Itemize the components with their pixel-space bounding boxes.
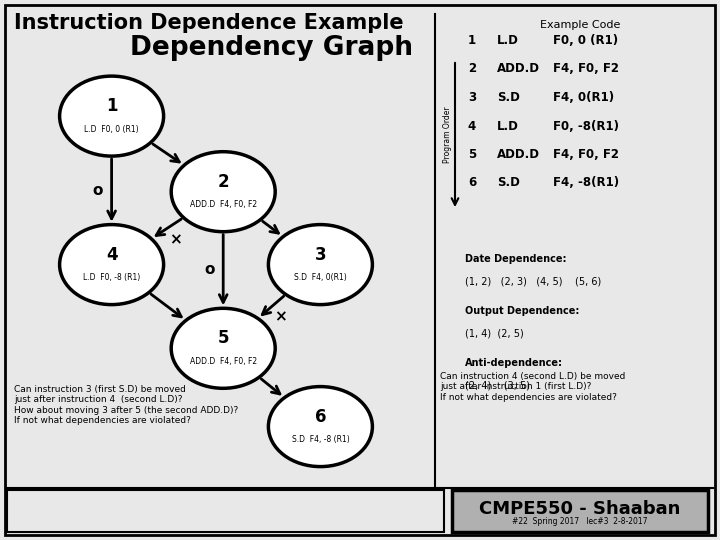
Text: 4: 4 <box>468 119 476 132</box>
Text: (1, 4)  (2, 5): (1, 4) (2, 5) <box>465 328 523 338</box>
Text: 5: 5 <box>217 329 229 347</box>
Ellipse shape <box>60 225 163 305</box>
Text: What happens if we rename F0 to F6  and  F4 to F8 in instructions 4, 5, 6?: What happens if we rename F0 to F6 and F… <box>12 503 348 512</box>
Text: 6: 6 <box>315 408 326 426</box>
Text: F4, -8(R1): F4, -8(R1) <box>553 177 619 190</box>
Text: F0, 0 (R1): F0, 0 (R1) <box>553 34 618 47</box>
Text: 6: 6 <box>468 177 476 190</box>
Text: ADD.D: ADD.D <box>497 63 540 76</box>
Text: 2: 2 <box>217 173 229 191</box>
Text: ADD.D  F4, F0, F2: ADD.D F4, F0, F2 <box>189 357 257 366</box>
Text: S.D: S.D <box>497 91 520 104</box>
Text: ADD.D: ADD.D <box>497 148 540 161</box>
Text: F4, F0, F2: F4, F0, F2 <box>553 148 619 161</box>
Text: Example Code: Example Code <box>540 20 620 30</box>
Text: Can instruction 3 (first S.D) be moved
just after instruction 4  (second L.D)?
H: Can instruction 3 (first S.D) be moved j… <box>14 385 238 425</box>
Text: L.D: L.D <box>497 119 519 132</box>
Text: S.D  F4, 0(R1): S.D F4, 0(R1) <box>294 273 347 282</box>
Text: L.D  F0, -8 (R1): L.D F0, -8 (R1) <box>83 273 140 282</box>
FancyBboxPatch shape <box>452 490 708 532</box>
Text: F0, -8(R1): F0, -8(R1) <box>553 119 619 132</box>
Text: (1, 2)   (2, 3)   (4, 5)    (5, 6): (1, 2) (2, 3) (4, 5) (5, 6) <box>465 276 601 286</box>
Text: 4: 4 <box>106 246 117 264</box>
Text: Dependency Graph: Dependency Graph <box>130 35 413 61</box>
Text: ADD.D  F4, F0, F2: ADD.D F4, F0, F2 <box>189 200 257 209</box>
Text: F4, 0(R1): F4, 0(R1) <box>553 91 614 104</box>
FancyBboxPatch shape <box>7 490 444 532</box>
Ellipse shape <box>269 225 372 305</box>
Text: 1: 1 <box>106 97 117 115</box>
Text: ×: × <box>274 309 287 325</box>
Text: 5: 5 <box>468 148 476 161</box>
Text: S.D: S.D <box>497 177 520 190</box>
Text: S.D  F4, -8 (R1): S.D F4, -8 (R1) <box>292 435 349 444</box>
Ellipse shape <box>269 387 372 467</box>
Text: L.D: L.D <box>497 34 519 47</box>
Text: L.D  F0, 0 (R1): L.D F0, 0 (R1) <box>84 125 139 133</box>
Text: Can instruction 4 (second L.D) be moved
just after instruction 1 (first L.D)?
If: Can instruction 4 (second L.D) be moved … <box>440 372 626 402</box>
Text: 1: 1 <box>468 34 476 47</box>
Text: 3: 3 <box>468 91 476 104</box>
Text: Output Dependence:: Output Dependence: <box>465 306 580 316</box>
Text: #22  Spring 2017   lec#3  2-8-2017: #22 Spring 2017 lec#3 2-8-2017 <box>512 517 648 526</box>
Ellipse shape <box>171 308 275 388</box>
Text: 3: 3 <box>315 246 326 264</box>
Text: o: o <box>92 183 103 198</box>
Text: F4, F0, F2: F4, F0, F2 <box>553 63 619 76</box>
Text: o: o <box>204 262 215 278</box>
Text: Anti-dependence:: Anti-dependence: <box>465 358 563 368</box>
Text: (2, 4)    (3, 5): (2, 4) (3, 5) <box>465 380 530 390</box>
Text: 2: 2 <box>468 63 476 76</box>
Text: ×: × <box>168 232 181 247</box>
FancyBboxPatch shape <box>5 5 715 535</box>
Ellipse shape <box>60 76 163 156</box>
Ellipse shape <box>171 152 275 232</box>
Text: CMPE550 - Shaaban: CMPE550 - Shaaban <box>480 500 680 518</box>
Text: Date Dependence:: Date Dependence: <box>465 254 567 264</box>
Text: Program Order: Program Order <box>443 107 451 163</box>
Text: Instruction Dependence Example: Instruction Dependence Example <box>14 13 404 33</box>
